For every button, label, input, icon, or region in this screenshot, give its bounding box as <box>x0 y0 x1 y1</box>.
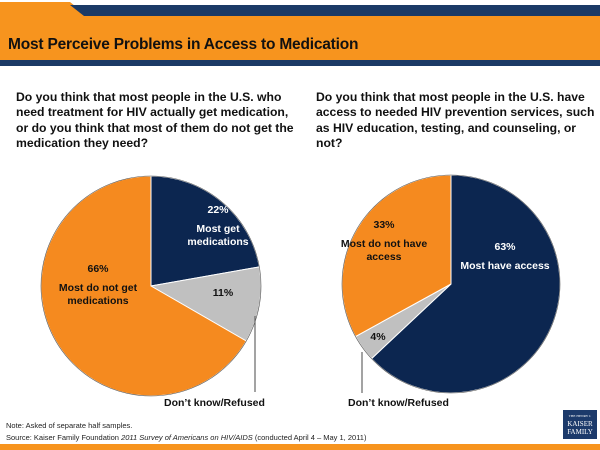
header-navy-stripe <box>70 5 600 16</box>
source-line: Source: Kaiser Family Foundation 2011 Su… <box>6 433 366 442</box>
pie-outline <box>341 174 561 394</box>
slice-value-label: 33% <box>373 219 395 231</box>
logo-bottom-text: FOUNDATION <box>568 440 592 444</box>
slice-category-label: Most have access <box>460 260 549 272</box>
title-bar <box>0 16 600 60</box>
kaiser-logo: THE HENRY J. KAISER FAMILY FOUNDATION <box>563 410 597 444</box>
header-banner <box>0 2 600 66</box>
slice-category-label: Most do not have <box>341 238 427 250</box>
slice-category-label: Most do not get <box>59 282 138 294</box>
callout-dont-know-left: Don’t know/Refused <box>164 397 265 409</box>
slice-category-label: access <box>366 251 401 263</box>
question-right: Do you think that most people in the U.S… <box>316 90 595 150</box>
pie-outline <box>40 175 262 397</box>
slice-value-label: 4% <box>370 331 386 343</box>
slice-category-label: medications <box>187 236 248 248</box>
source-suffix: (conducted April 4 – May 1, 2011) <box>252 433 367 442</box>
source-title: 2011 Survey of Americans on HIV/AIDS <box>121 433 253 442</box>
footnote: Note: Asked of separate half samples. <box>6 421 133 430</box>
source-prefix: Source: Kaiser Family Foundation <box>6 433 122 442</box>
title-underline <box>0 60 600 66</box>
slice-category-label: Most get <box>196 223 240 235</box>
footer-bar <box>0 444 600 450</box>
callout-dont-know-right: Don’t know/Refused <box>348 397 449 409</box>
slice-value-label: 66% <box>87 263 109 275</box>
logo-top-text: THE HENRY J. <box>568 414 592 418</box>
slice-value-label: 22% <box>207 204 229 216</box>
logo-line1: KAISER <box>567 420 593 428</box>
slice-value-label: 11% <box>213 287 234 299</box>
logo-line2: FAMILY <box>567 428 593 436</box>
question-left: Do you think that most people in the U.S… <box>16 90 294 150</box>
slice-value-label: 63% <box>494 241 516 253</box>
page-title: Most Perceive Problems in Access to Medi… <box>8 36 359 53</box>
slice-category-label: medications <box>67 295 128 307</box>
pie-chart-2: 63% Most have access 4% 33% Most do not have… <box>341 174 561 394</box>
